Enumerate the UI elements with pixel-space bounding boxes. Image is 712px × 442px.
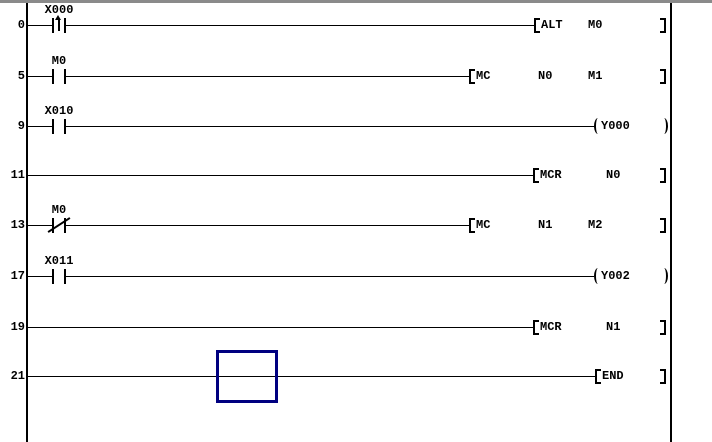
contact-device-label: M0 (51, 54, 67, 68)
instruction-text: MC (476, 69, 491, 83)
step-number: 11 (10, 168, 25, 182)
instruction-text: MC (476, 218, 491, 232)
contact-x010-cell[interactable] (44, 114, 78, 138)
step-number: 0 (17, 18, 25, 32)
coil-close-paren (660, 268, 668, 284)
contact-device-label: M0 (51, 203, 67, 217)
instruction-alt-m0-cell[interactable] (532, 13, 668, 37)
instruction-close-bracket (660, 69, 666, 84)
rung-line (28, 25, 534, 26)
instruction-mcr-n0-cell[interactable] (531, 163, 668, 187)
instruction-text: M2 (588, 218, 603, 232)
instruction-close-bracket (660, 168, 666, 183)
contact-bar-right (64, 218, 66, 233)
right-power-rail (670, 3, 672, 442)
coil-open-paren (594, 118, 602, 134)
instruction-text: N1 (606, 320, 621, 334)
instruction-y000-cell[interactable] (592, 114, 668, 138)
rising-edge-stem (58, 20, 60, 31)
contact-bar-left (52, 69, 54, 84)
contact-device-label: X000 (44, 3, 74, 17)
edit-cursor[interactable] (216, 350, 278, 403)
rung-line (28, 76, 469, 77)
contact-bar-right (64, 18, 66, 33)
instruction-text: END (602, 369, 624, 383)
instruction-close-bracket (660, 320, 666, 335)
instruction-text: MCR (540, 320, 562, 334)
step-number: 21 (10, 369, 25, 383)
instruction-text: Y002 (601, 269, 630, 283)
step-number: 13 (10, 218, 25, 232)
instruction-open-bracket (469, 218, 475, 233)
instruction-text: ALT (541, 18, 563, 32)
contact-x011-cell[interactable] (44, 264, 78, 288)
left-power-rail (26, 3, 28, 442)
contact-gap (54, 75, 64, 78)
contact-bar-right (64, 269, 66, 284)
rung-line (28, 327, 533, 328)
step-number: 9 (17, 119, 25, 133)
rung-line (28, 175, 533, 176)
contact-gap (54, 275, 64, 278)
contact-x000-cell[interactable] (44, 13, 78, 37)
instruction-text: N1 (538, 218, 553, 232)
instruction-end-cell[interactable] (593, 364, 668, 388)
instruction-open-bracket (469, 69, 475, 84)
contact-device-label: X011 (44, 254, 74, 268)
contact-bar-left (52, 218, 54, 233)
instruction-text: MCR (540, 168, 562, 182)
instruction-text: Y000 (601, 119, 630, 133)
instruction-open-bracket (595, 369, 601, 384)
rung-line (28, 276, 594, 277)
contact-bar-left (52, 119, 54, 134)
instruction-text: N0 (538, 69, 553, 83)
instruction-close-bracket (660, 369, 666, 384)
contact-bar-left (52, 269, 54, 284)
step-number: 5 (17, 69, 25, 83)
contact-m0-cell[interactable] (44, 64, 78, 88)
rung-line (28, 126, 594, 127)
contact-device-label: X010 (44, 104, 74, 118)
instruction-text: N0 (606, 168, 621, 182)
instruction-close-bracket (660, 218, 666, 233)
coil-close-paren (660, 118, 668, 134)
instruction-mc-n1-m2-cell[interactable] (467, 213, 668, 237)
coil-open-paren (594, 268, 602, 284)
instruction-mc-n0-m1-cell[interactable] (467, 64, 668, 88)
instruction-y002-cell[interactable] (592, 264, 668, 288)
contact-m0-cell[interactable] (44, 213, 78, 237)
contact-bar-right (64, 119, 66, 134)
rising-edge-arrow-icon (55, 15, 61, 20)
rung-line (28, 376, 595, 377)
instruction-text: M1 (588, 69, 603, 83)
contact-bar-right (64, 69, 66, 84)
instruction-open-bracket (534, 18, 540, 33)
rung-line (28, 225, 469, 226)
step-number: 19 (10, 320, 25, 334)
step-number: 17 (10, 269, 25, 283)
instruction-open-bracket (533, 168, 539, 183)
contact-gap (54, 125, 64, 128)
contact-bar-left (52, 18, 54, 33)
instruction-mcr-n1-cell[interactable] (531, 315, 668, 339)
instruction-text: M0 (588, 18, 603, 32)
instruction-open-bracket (533, 320, 539, 335)
top-border (0, 0, 712, 3)
instruction-close-bracket (660, 18, 666, 33)
